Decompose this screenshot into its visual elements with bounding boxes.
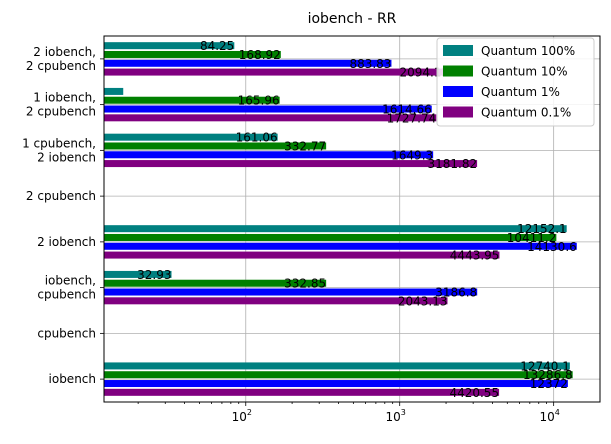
data-label: 4443.95 <box>450 249 500 263</box>
data-label: 2043.13 <box>398 294 448 308</box>
bar <box>104 233 557 241</box>
x-tick-label-base: 10 <box>232 410 247 424</box>
data-label: 1649.3 <box>391 148 433 162</box>
legend: Quantum 100% Quantum 10% Quantum 1% Quantum… <box>436 37 595 127</box>
legend-swatch <box>443 65 473 77</box>
data-label: 883.83 <box>349 57 391 71</box>
bar <box>104 87 124 95</box>
y-tick-label: 2 iobench, <box>33 45 96 59</box>
data-label: 10411.2 <box>507 231 557 245</box>
bar <box>104 388 500 396</box>
bar <box>104 160 478 168</box>
y-tick-label: iobench <box>49 372 96 386</box>
bar <box>104 225 567 233</box>
bar <box>104 371 573 379</box>
bars-layer <box>104 42 577 396</box>
legend-label: Quantum 1% <box>481 85 560 99</box>
x-tick-label-exponent: 2 <box>247 408 252 417</box>
legend-swatch <box>443 106 473 118</box>
legend-label: Quantum 0.1% <box>481 106 571 120</box>
data-label: 32.93 <box>137 268 171 282</box>
x-tick-label-base: 10 <box>386 410 401 424</box>
bar <box>104 142 327 150</box>
y-tick-label: 2 cpubench <box>26 59 96 73</box>
data-label: 3181.82 <box>427 157 477 171</box>
bar <box>104 279 327 287</box>
x-tick-label: 102 <box>232 408 252 424</box>
bar <box>104 242 577 250</box>
y-tick-label: 2 iobench <box>37 150 96 164</box>
data-label: 1727.74 <box>387 111 437 125</box>
x-tick-label: 104 <box>539 408 559 424</box>
data-label: 4420.55 <box>449 386 499 400</box>
data-label: 161.06 <box>236 131 278 145</box>
bar <box>104 133 278 141</box>
data-label: 12740.1 <box>520 359 570 373</box>
x-tick-label-base: 10 <box>539 410 554 424</box>
data-label: 14130.6 <box>527 240 577 254</box>
legend-label: Quantum 100% <box>481 44 575 58</box>
bar <box>104 96 280 104</box>
data-label: 332.77 <box>284 139 326 153</box>
y-tick-label: cpubench <box>37 326 96 340</box>
bar <box>104 68 450 76</box>
y-tick-label: iobench, <box>45 274 96 288</box>
data-label: 168.92 <box>239 48 281 62</box>
x-tick-label-exponent: 3 <box>401 408 406 417</box>
bar <box>104 288 478 296</box>
legend-swatch <box>443 45 473 56</box>
data-labels-layer: 84.25168.92883.832094.13165.961614.66172… <box>137 39 577 400</box>
bar <box>104 114 437 122</box>
bar <box>104 151 434 159</box>
legend-box <box>436 37 595 127</box>
data-label: 165.96 <box>238 94 280 108</box>
y-tick-label: 2 cpubench <box>26 105 96 119</box>
bar <box>104 270 172 278</box>
data-label: 12372 <box>530 377 568 391</box>
y-tick-label: 1 cpubench, <box>22 136 96 150</box>
data-label: 84.25 <box>200 39 234 53</box>
bar <box>104 59 392 67</box>
bar <box>104 362 570 370</box>
y-tick-label: cpubench <box>37 288 96 302</box>
plot-frame <box>103 35 601 403</box>
x-tick-label-exponent: 4 <box>555 408 560 417</box>
bar <box>104 105 432 113</box>
bar <box>104 42 235 50</box>
x-tick-label: 103 <box>386 408 406 424</box>
bar <box>104 297 448 305</box>
bar <box>104 251 500 259</box>
chart-title: iobench - RR <box>308 11 397 27</box>
y-tick-label: 2 cpubench <box>26 189 96 203</box>
data-label: 3186.8 <box>435 286 477 300</box>
data-label: 12152.1 <box>517 222 567 236</box>
data-label: 13286.8 <box>523 368 573 382</box>
bar <box>104 50 281 58</box>
data-label: 1614.66 <box>382 103 432 117</box>
x-axis-ticks: 102 103 104 <box>137 402 560 424</box>
data-label: 332.85 <box>284 277 326 291</box>
y-tick-label: 2 iobench <box>37 235 96 249</box>
bar <box>104 380 568 388</box>
y-tick-label: 1 iobench, <box>33 91 96 105</box>
legend-swatch <box>443 86 473 97</box>
legend-label: Quantum 10% <box>481 65 568 79</box>
